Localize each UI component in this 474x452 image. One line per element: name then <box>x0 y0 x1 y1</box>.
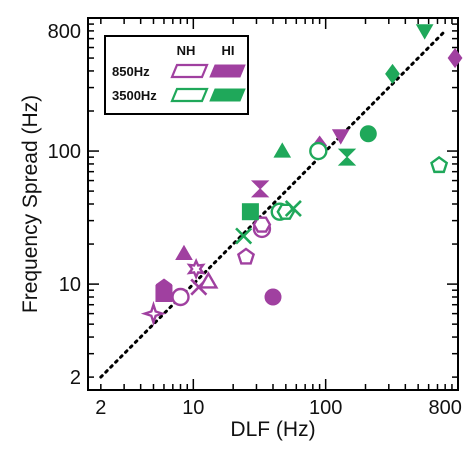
axis-ticks: 2 10 100 800 2 10 100 800 <box>48 17 462 419</box>
legend: NH HI 850Hz 3500Hz <box>104 35 249 115</box>
legend-header-hi: HI <box>222 43 235 58</box>
y-axis-label: Frequency Spread (Hz) <box>19 95 42 313</box>
legend-header-nh: NH <box>177 43 196 58</box>
legend-swatch-3500hz-hi <box>209 88 246 102</box>
data-point-3500hz-hi-square <box>241 203 259 221</box>
data-point-3500hz-nh-x <box>284 199 302 218</box>
data-point-850hz-hi-triangle <box>175 244 193 261</box>
data-point-850hz-nh-star6 <box>186 257 206 280</box>
x-tick-label: 100 <box>309 397 342 419</box>
data-point-3500hz-nh-pentagon <box>430 155 449 174</box>
data-point-850hz-hi-pentagon <box>155 278 173 295</box>
data-point-850hz-nh-pentagon <box>236 247 256 265</box>
data-point-850hz-nh-hexagon <box>252 216 272 233</box>
data-point-3500hz-hi-triangle <box>273 142 292 158</box>
data-point-3500hz-hi-hourglass <box>337 148 357 166</box>
x-tick-label: 800 <box>428 397 461 419</box>
data-point-3500hz-nh-circle <box>309 141 328 161</box>
data-point-3500hz-hi-circle <box>359 125 377 143</box>
y-tick-label: 10 <box>59 274 81 296</box>
data-point-850hz-hi-triangle-down <box>331 129 350 145</box>
legend-swatch-850hz-hi <box>209 64 246 78</box>
reference-line <box>99 29 447 379</box>
data-point-3500hz-hi-triangle-down <box>415 24 434 40</box>
legend-swatch-850hz-nh <box>170 63 209 79</box>
data-point-850hz-nh-circle <box>171 287 190 307</box>
data-point-3500hz-hi-diamond <box>385 63 400 84</box>
data-point-850hz-hi-hourglass <box>250 180 270 198</box>
x-tick-label: 2 <box>95 397 106 419</box>
legend-swatch-3500hz-nh <box>170 87 209 103</box>
y-tick-label: 100 <box>48 141 81 163</box>
data-point-3500hz-nh-x <box>235 227 253 245</box>
y-tick-label: 2 <box>70 367 81 389</box>
data-point-850hz-hi-circle <box>264 288 282 306</box>
data-point-850hz-nh-star4 <box>140 300 167 327</box>
data-point-850hz-nh-triangle <box>198 271 219 289</box>
x-tick-label: 10 <box>182 397 204 419</box>
legend-label-850hz: 850Hz <box>112 64 150 79</box>
data-points <box>140 24 463 327</box>
data-point-850hz-hi-diamond <box>447 48 463 69</box>
y-tick-label: 800 <box>48 21 81 43</box>
legend-label-3500hz: 3500Hz <box>112 88 157 103</box>
x-axis-label: DLF (Hz) <box>230 418 315 441</box>
